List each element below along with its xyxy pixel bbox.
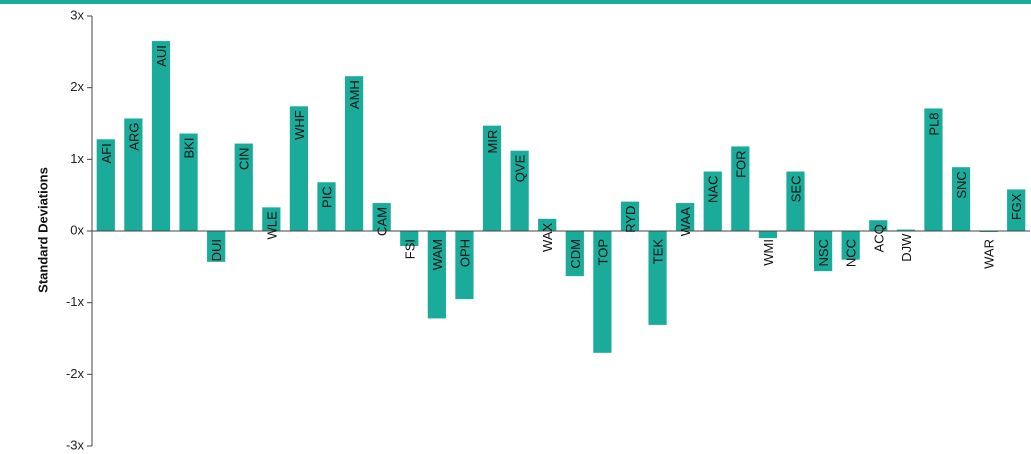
bar-label-arg: ARG <box>126 122 141 150</box>
bar-label-dui: DUI <box>209 239 224 261</box>
y-tick-label: 2x <box>70 79 84 94</box>
bar-ncc <box>841 231 860 260</box>
bar-label-bki: BKI <box>182 138 197 159</box>
bar-label-ncc: NCC <box>844 239 859 267</box>
y-axis-title: Standard Deviations <box>35 167 50 293</box>
bar-qve <box>510 150 529 231</box>
bar-label-war: WAR <box>982 239 997 269</box>
bar-tek <box>648 231 667 325</box>
bar-amh <box>344 76 364 231</box>
bar-djw <box>896 229 915 231</box>
bar-waa <box>676 203 695 231</box>
bar-label-cin: CIN <box>237 148 252 170</box>
bar-label-pic: PIC <box>320 186 335 208</box>
bar-oph <box>455 231 474 300</box>
bar-label-mir: MIR <box>485 130 500 154</box>
y-tick-label: 3x <box>70 7 84 22</box>
bar-snc <box>951 167 971 231</box>
axis-layer: 3x 2x 1x 0x -1x -2x -3x <box>66 7 1030 452</box>
bar-label-nsc: NSC <box>816 239 831 266</box>
bar-label-acq: ACQ <box>871 224 886 252</box>
bar-label-top: TOP <box>595 239 610 266</box>
y-tick-label: -3x <box>66 437 85 452</box>
bar-fsi <box>400 231 419 247</box>
y-tick-label: 0x <box>70 222 84 237</box>
bar-label-cdm: CDM <box>568 239 583 269</box>
bar-pic <box>317 182 336 231</box>
bar-label-cam: CAM <box>375 207 390 236</box>
bar-dui <box>207 231 226 262</box>
bar-wam <box>427 231 446 319</box>
bar-label-snc: SNC <box>954 171 969 198</box>
bar-label-whf: WHF <box>292 110 307 140</box>
bar-label-wle: WLE <box>264 211 279 240</box>
bar-acq <box>869 220 888 231</box>
bar-label-wam: WAM <box>430 239 445 270</box>
bar-cdm <box>565 231 584 277</box>
bar-label-wax: WAX <box>540 222 555 251</box>
labels-layer: AFI ARG AUI BKI DUI CIN WLE WHF PIC AMH CAM FSI WAM O… <box>99 45 1024 270</box>
bar-ryd <box>620 201 640 231</box>
top-accent-rule <box>0 0 1031 4</box>
bar-sec <box>786 171 805 231</box>
bar-for <box>731 146 750 231</box>
bar-label-amh: AMH <box>347 80 362 109</box>
bar-fgx <box>1007 189 1026 231</box>
bar-label-waa: WAA <box>678 207 693 236</box>
bar-cam <box>372 203 391 231</box>
bar-label-tek: TEK <box>651 239 666 265</box>
bar-label-fsi: FSI <box>402 239 417 259</box>
bar-arg <box>124 118 143 231</box>
bar-label-afi: AFI <box>99 143 114 163</box>
bar-label-oph: OPH <box>457 239 472 267</box>
bar-label-ryd: RYD <box>623 206 638 233</box>
bar-label-pl8: PL8 <box>926 112 941 135</box>
bar-label-sec: SEC <box>789 176 804 203</box>
bar-label-for: FOR <box>733 150 748 177</box>
bar-label-qve: QVE <box>513 154 528 182</box>
bar-pl8 <box>924 108 943 231</box>
bars-layer <box>96 41 1026 353</box>
bar-nac <box>703 171 722 231</box>
bar-nsc <box>813 231 833 272</box>
bar-aui <box>151 41 171 232</box>
bar-mir <box>482 125 502 231</box>
bar-wle <box>262 207 281 231</box>
bar-label-wmi: WMI <box>761 239 776 266</box>
bar-label-fgx: FGX <box>1009 193 1024 220</box>
bar-bki <box>179 133 198 231</box>
bar-wax <box>538 218 557 231</box>
bar-top <box>593 231 612 353</box>
bar-label-djw: DJW <box>899 233 914 262</box>
y-tick-label: -1x <box>66 294 85 309</box>
bar-label-nac: NAC <box>706 176 721 203</box>
y-tick-label: 1x <box>70 151 84 166</box>
bar-whf <box>289 106 309 231</box>
bar-cin <box>234 143 253 231</box>
bar-label-aui: AUI <box>154 45 169 67</box>
bar-afi <box>96 139 115 231</box>
bar-wmi <box>758 231 778 239</box>
y-tick-label: -2x <box>66 366 85 381</box>
